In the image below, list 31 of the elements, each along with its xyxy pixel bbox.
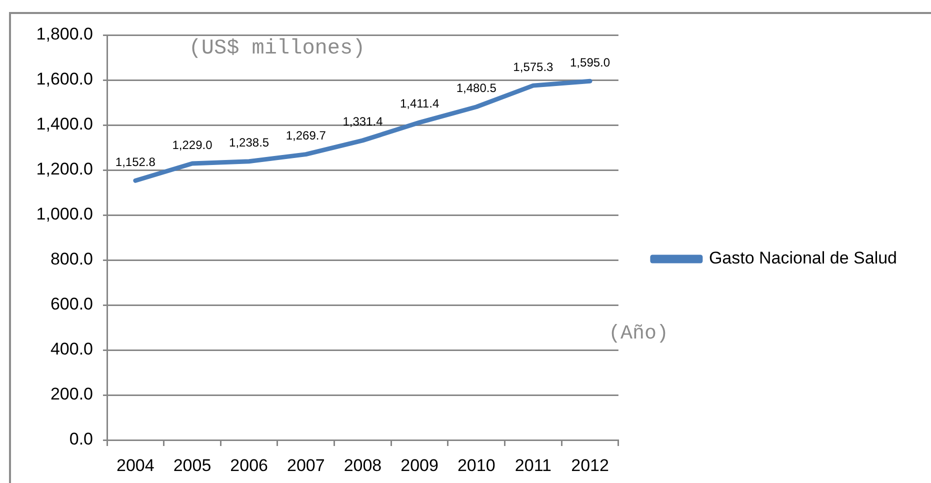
x-tick-label: 2004 — [116, 456, 154, 475]
data-label: 1,575.3 — [513, 60, 554, 74]
y-tick-label: 600.0 — [50, 294, 93, 314]
data-label: 1,238.5 — [229, 136, 270, 150]
y-tick-label: 400.0 — [50, 340, 93, 359]
data-label: 1,480.5 — [456, 81, 497, 96]
x-tick-label: 2006 — [230, 456, 268, 475]
x-tick-label: 2007 — [286, 456, 325, 475]
y-tick-label: 0.0 — [69, 430, 93, 449]
x-tick-label: 2010 — [457, 456, 496, 475]
y-tick-label: 1,800.0 — [36, 24, 93, 44]
data-label: 1,229.0 — [172, 138, 213, 152]
data-label: 1,331.4 — [342, 114, 384, 129]
x-tick-label: 2005 — [173, 456, 212, 475]
y-tick-label: 1,000.0 — [36, 204, 93, 224]
y-tick-label: 1,600.0 — [36, 70, 93, 89]
data-label: 1,411.4 — [400, 96, 440, 111]
x-tick-label: 2008 — [344, 456, 382, 475]
x-tick-label: 2011 — [514, 456, 552, 475]
data-label: 1,152.8 — [115, 154, 156, 169]
y-axis-title: (US$ millones) — [188, 38, 366, 61]
x-tick-label: 2012 — [571, 456, 609, 475]
y-tick-label: 800.0 — [50, 250, 93, 269]
legend-label: Gasto Nacional de Salud — [708, 248, 897, 268]
x-axis-title: (Año) — [608, 322, 668, 346]
y-tick-label: 200.0 — [50, 384, 93, 404]
y-tick-label: 1,200.0 — [36, 160, 93, 179]
x-tick-label: 2009 — [400, 456, 438, 475]
y-tick-label: 1,400.0 — [36, 114, 93, 134]
data-label: 1,269.7 — [286, 128, 326, 143]
data-label: 1,595.0 — [570, 55, 610, 70]
